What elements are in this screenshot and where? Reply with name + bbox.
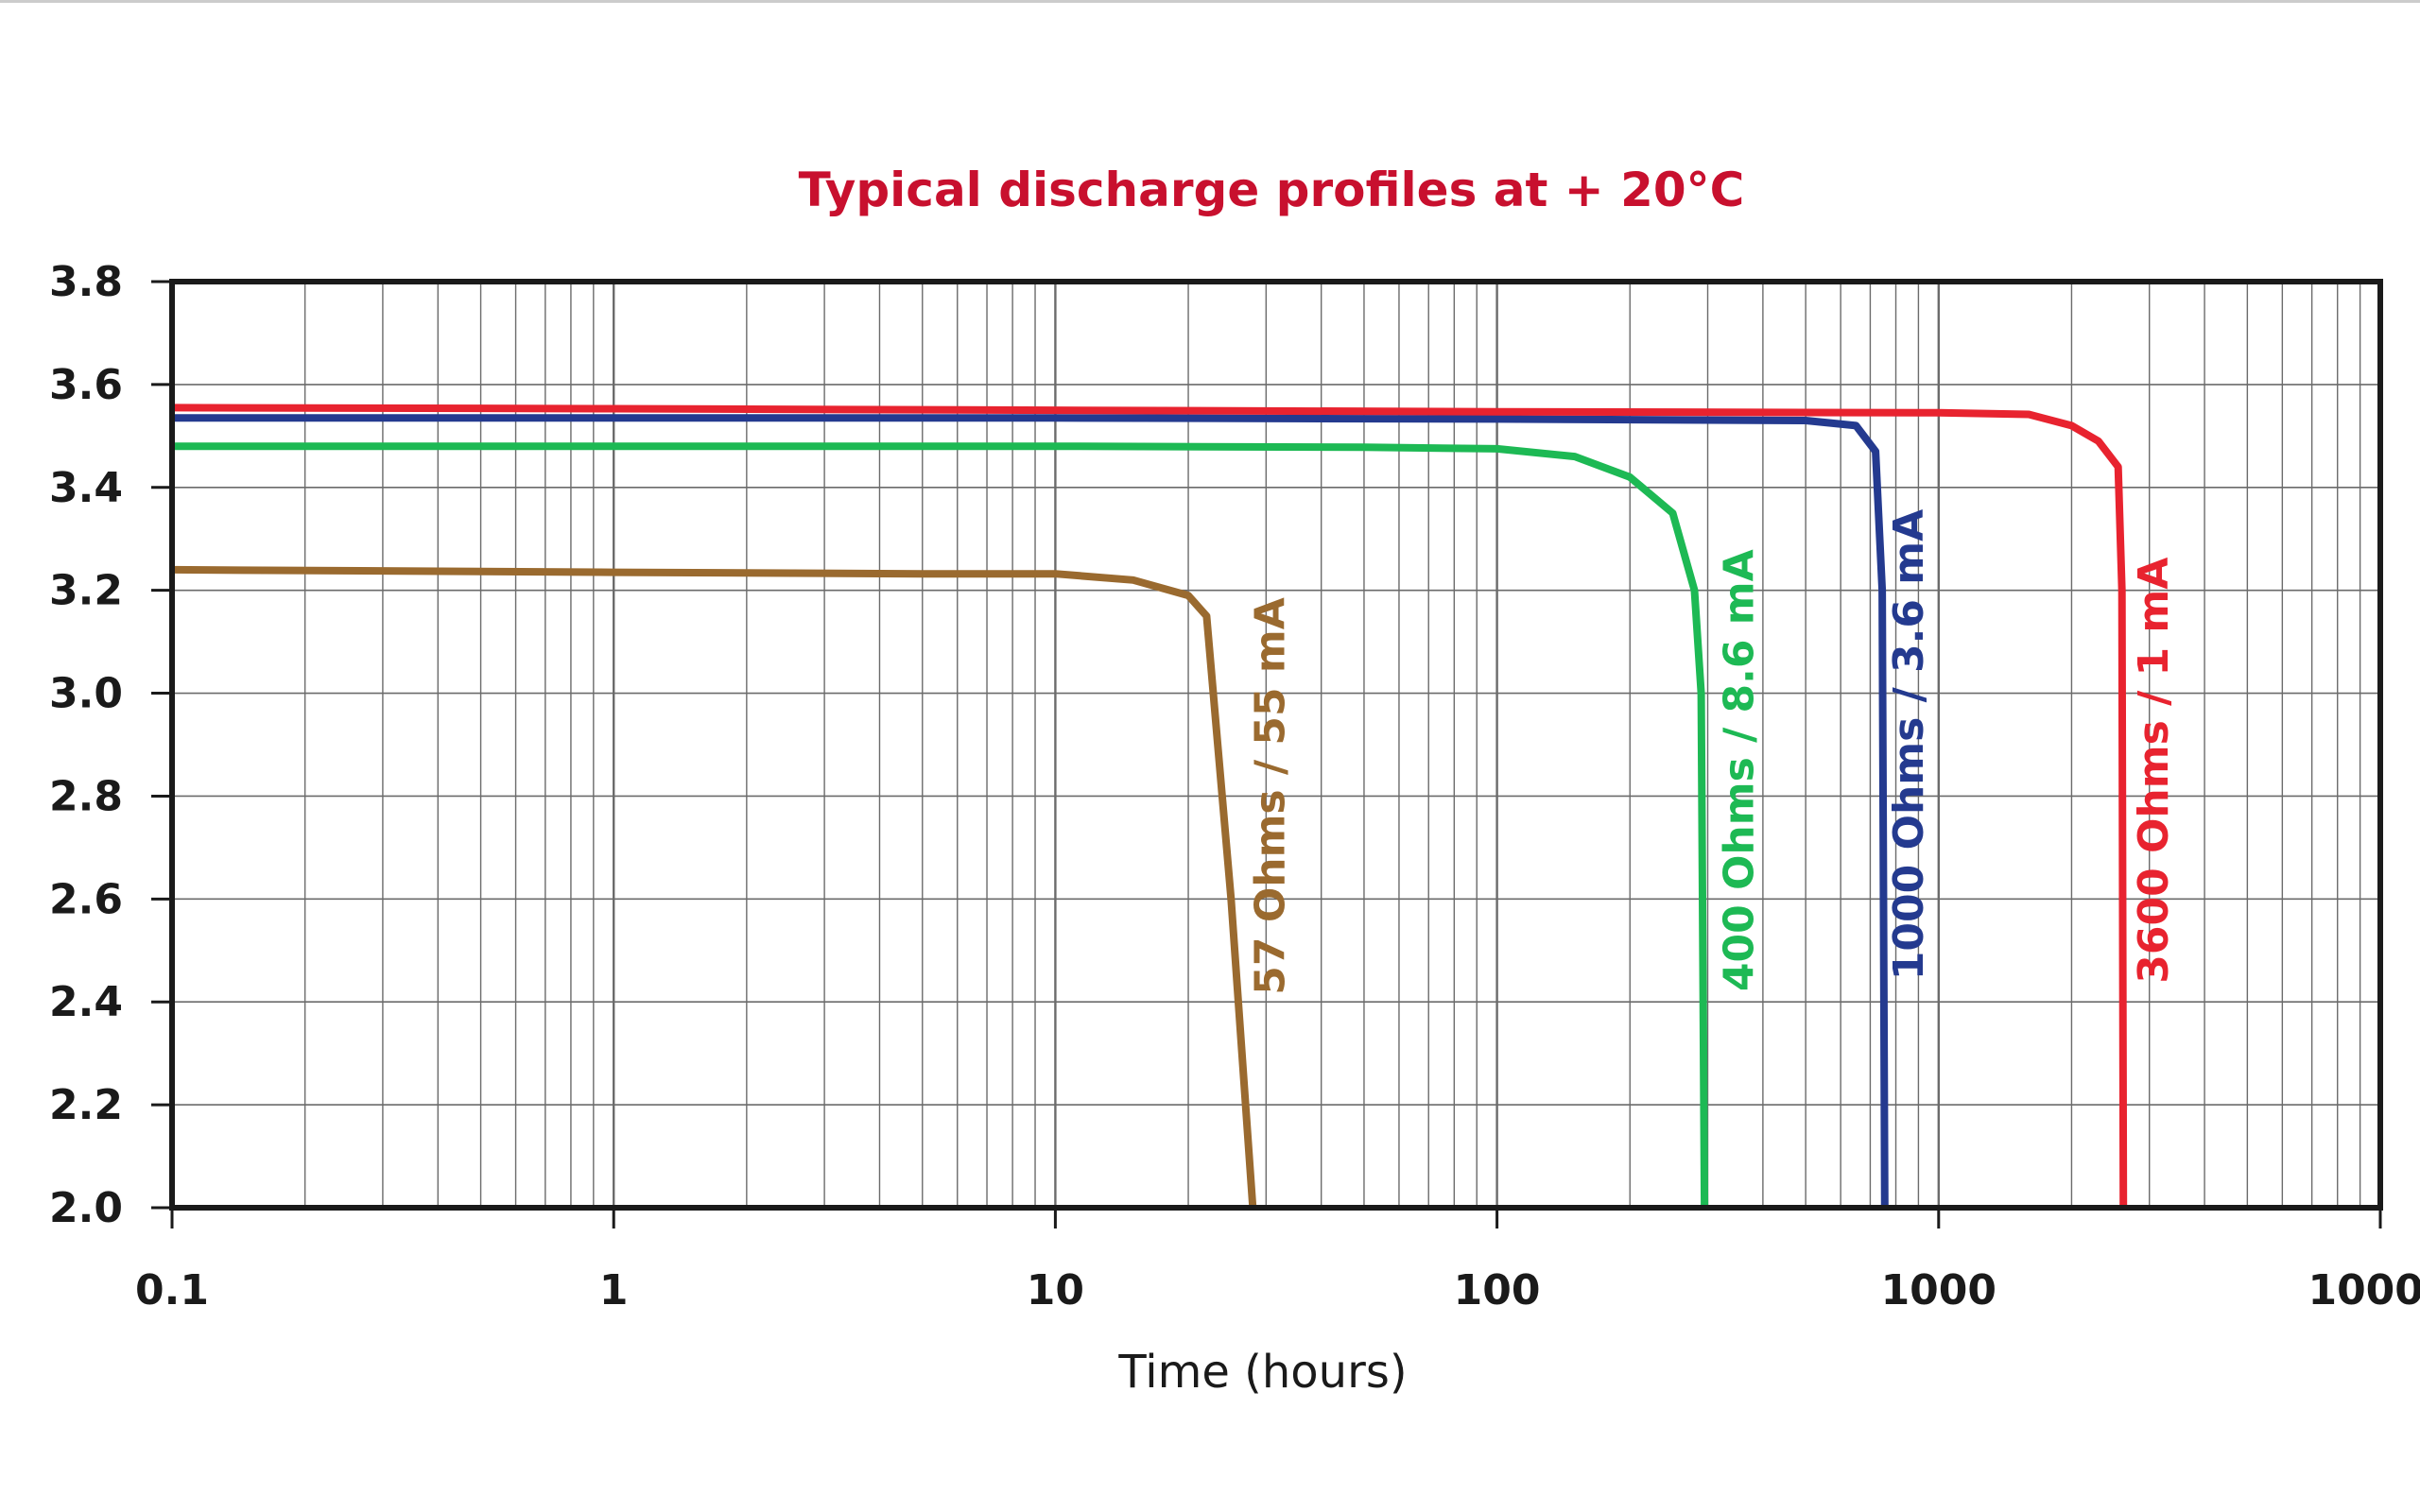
series-line-4: [171, 404, 2128, 1209]
tick-layer: 2.0 2.2 2.4 2.6 2.8 3.0 3.2 3.4 3.6 3.8 0.1 1 10 100 1…: [49, 258, 2420, 1314]
y-tick-label: 2.4: [49, 978, 123, 1026]
y-tick-label: 3.0: [49, 670, 123, 718]
y-tick-label: 3.4: [49, 464, 123, 512]
y-tick-label: 2.8: [49, 772, 123, 820]
x-tick-label: 10000: [2308, 1266, 2420, 1314]
x-tick-label: 1: [599, 1266, 629, 1314]
x-tick-label: 10: [1027, 1266, 1084, 1314]
series-line-2: [172, 442, 1709, 1209]
x-tick-label: 100: [1454, 1266, 1541, 1314]
y-tick-label: 3.8: [49, 258, 123, 306]
y-tick-label: 2.6: [49, 875, 123, 923]
top-rule: [0, 0, 2420, 3]
y-tick-label: 2.0: [49, 1184, 123, 1232]
y-tick-label: 3.6: [49, 361, 123, 409]
y-tick-label: 3.2: [49, 567, 123, 615]
series-label-4: 3600 Ohms / 1 mA: [2130, 558, 2178, 984]
series-label-3: 1000 Ohms / 3.6 mA: [1885, 509, 1933, 980]
x-tick-label: 0.1: [135, 1266, 209, 1314]
series-line-1: [171, 565, 1257, 1209]
series-line-3: [172, 414, 1889, 1209]
series-label-1: 57 Ohms / 55 mA: [1247, 597, 1295, 994]
grid-layer: [172, 282, 2380, 1208]
series-label-2: 400 Ohms / 8.6 mA: [1715, 549, 1763, 991]
plot-frame: [169, 279, 2383, 1211]
label-layer: 57 Ohms / 55 mA 400 Ohms / 8.6 mA 1000 Ohm…: [1247, 509, 2178, 995]
x-axis-label: Time (hours): [1117, 1346, 1407, 1399]
series-layer: [171, 404, 2128, 1209]
x-tick-label: 1000: [1881, 1266, 1996, 1314]
chart-title: Typical discharge profiles at + 20°C: [799, 163, 1745, 217]
y-tick-label: 2.2: [49, 1081, 123, 1129]
